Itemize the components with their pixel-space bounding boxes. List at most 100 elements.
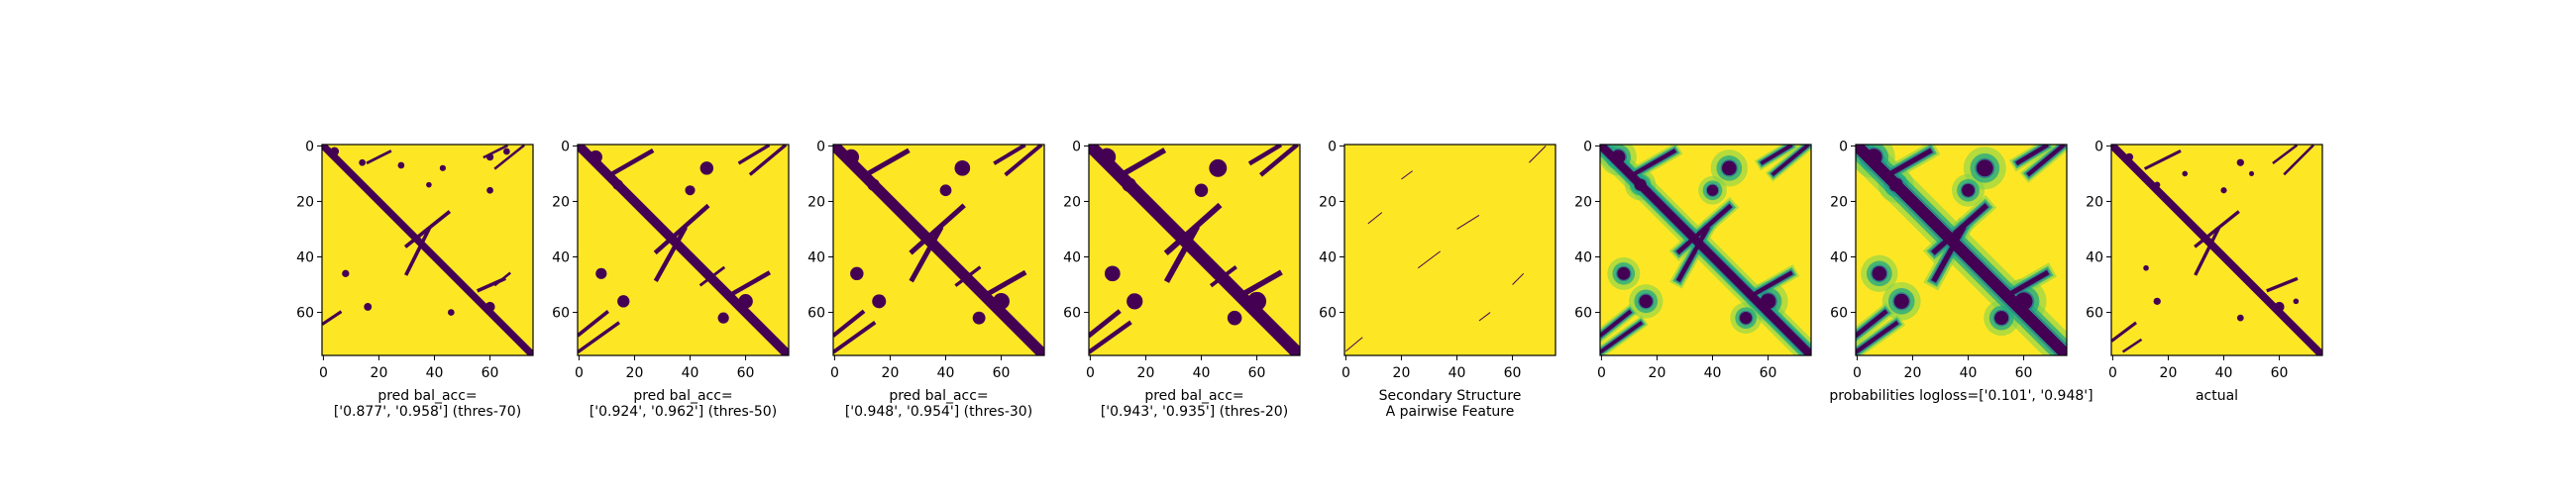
heatmap-blob bbox=[2220, 187, 2227, 194]
x-tick-label: 20 bbox=[626, 365, 644, 381]
heatmap-blob bbox=[364, 303, 373, 311]
heatmap-diagonal bbox=[578, 145, 789, 355]
heatmap-blob bbox=[850, 266, 864, 281]
heatmap-arc bbox=[653, 226, 688, 282]
heatmap-blob bbox=[1706, 184, 1719, 196]
heatmap-blob bbox=[1104, 265, 1121, 282]
heatmap-blob bbox=[503, 148, 510, 155]
y-tick-label: 40 bbox=[1574, 250, 1592, 266]
heatmap-blob bbox=[342, 269, 350, 277]
heatmap-line bbox=[1456, 215, 1480, 230]
heatmap-line bbox=[748, 145, 788, 176]
heatmap-arc bbox=[1163, 225, 1200, 283]
heatmap-blob bbox=[1127, 293, 1143, 310]
heatmap-blob bbox=[1209, 158, 1228, 177]
heatmap-cells bbox=[1089, 145, 1300, 355]
x-tick-label: 0 bbox=[1086, 365, 1095, 381]
heatmap-background bbox=[1344, 145, 1556, 355]
heatmap-blob bbox=[972, 311, 986, 325]
x-tick-label: 0 bbox=[1853, 365, 1862, 381]
heatmap-arc bbox=[2003, 269, 2050, 300]
panel-caption-line-1: probabilities logloss=['0.101', '0.948'] bbox=[1829, 388, 2093, 404]
x-tick-label: 60 bbox=[1504, 365, 1522, 381]
axes-frame bbox=[2110, 144, 2323, 356]
heatmap-blob bbox=[1634, 178, 1647, 191]
x-tick-label: 60 bbox=[1248, 365, 1266, 381]
heatmap-arc bbox=[1120, 148, 1167, 178]
heatmap-line bbox=[1529, 146, 1547, 163]
heatmap-line bbox=[1089, 320, 1132, 354]
x-tick-label: 0 bbox=[2108, 365, 2117, 381]
probability-stripe bbox=[1608, 145, 1811, 347]
heatmap-blob bbox=[330, 147, 340, 156]
heatmap-arc bbox=[2266, 276, 2299, 293]
heatmap-blob bbox=[612, 179, 623, 190]
panel-caption-line-2: ['0.924', '0.962'] (thres-50) bbox=[590, 404, 777, 420]
axes-frame bbox=[832, 144, 1045, 356]
heatmap-blob bbox=[1976, 159, 1993, 177]
heatmap-line bbox=[1600, 309, 1633, 338]
panel-caption-line-2: A pairwise Feature bbox=[1386, 404, 1515, 420]
panel-caption-line-1: pred bal_acc= bbox=[377, 388, 477, 404]
heatmap-blob bbox=[1893, 293, 1909, 309]
y-tick-label: 0 bbox=[561, 139, 570, 154]
heatmap-blob bbox=[2182, 170, 2189, 177]
heatmap-line bbox=[2015, 145, 2049, 166]
heatmap-arc bbox=[404, 227, 432, 276]
heatmap-blob bbox=[1122, 177, 1136, 192]
heatmap-arc bbox=[1632, 148, 1677, 177]
heatmap-blob bbox=[486, 186, 493, 194]
heatmap-line bbox=[737, 145, 771, 165]
y-tick-label: 20 bbox=[296, 194, 314, 210]
x-tick-label: 60 bbox=[993, 365, 1011, 381]
heatmap-arc bbox=[981, 269, 1027, 300]
heatmap-line bbox=[493, 271, 511, 287]
x-tick-label: 0 bbox=[575, 365, 584, 381]
probability-stripe bbox=[1600, 152, 1803, 355]
heatmap-blob bbox=[1722, 160, 1737, 176]
heatmap-arc bbox=[2194, 227, 2221, 276]
heatmap-line bbox=[1209, 264, 1237, 288]
heatmap-line bbox=[698, 265, 726, 287]
heatmap-blob bbox=[447, 309, 455, 316]
heatmap-blob bbox=[1962, 183, 1975, 197]
x-tick-label: 60 bbox=[2271, 365, 2289, 381]
heatmap-arc bbox=[1235, 269, 1283, 300]
heatmap-blob bbox=[1994, 311, 2009, 326]
heatmap-line bbox=[322, 310, 343, 326]
heatmap-blob bbox=[2236, 158, 2244, 166]
x-tick-label: 40 bbox=[1704, 365, 1722, 381]
x-tick-label: 40 bbox=[1193, 365, 1211, 381]
heatmap-panel-1: 0 20 40 60 0 20 40 60 pred bal_acc=['0.877', '0.… bbox=[296, 139, 534, 420]
heatmap-line bbox=[1478, 312, 1491, 322]
heatmap-line bbox=[1417, 250, 1441, 269]
y-tick-label: 40 bbox=[2086, 250, 2103, 266]
heatmap-blob bbox=[699, 161, 714, 175]
heatmap-blob bbox=[843, 148, 860, 165]
x-tick-label: 20 bbox=[882, 365, 900, 381]
heatmap-cells bbox=[2111, 145, 2322, 355]
heatmap-blob bbox=[2249, 170, 2255, 176]
heatmap-line bbox=[1004, 145, 1043, 177]
heatmap-line bbox=[1247, 145, 1283, 166]
heatmap-line bbox=[578, 309, 609, 338]
x-tick-label: 40 bbox=[1449, 365, 1466, 381]
heatmap-line bbox=[1771, 145, 1810, 176]
heatmap-blob bbox=[2125, 152, 2134, 161]
heatmap-line bbox=[1367, 212, 1383, 225]
x-tick-label: 40 bbox=[1960, 365, 1978, 381]
heatmap-blob bbox=[872, 294, 887, 309]
heatmap-line bbox=[578, 321, 620, 354]
heatmap-cells bbox=[1345, 146, 1547, 352]
heatmap-blob bbox=[2143, 264, 2149, 271]
heatmap-blob bbox=[485, 152, 494, 161]
heatmap-line bbox=[2026, 145, 2066, 177]
heatmap-blob bbox=[738, 294, 753, 309]
heatmap-diagonal bbox=[2111, 145, 2322, 355]
heatmap-blob bbox=[484, 301, 495, 312]
y-tick-label: 60 bbox=[807, 306, 825, 322]
panel-caption-line-1: actual bbox=[2196, 388, 2238, 404]
panel-caption-line-2: ['0.877', '0.958'] (thres-70) bbox=[334, 404, 521, 420]
y-tick-label: 20 bbox=[1319, 194, 1337, 210]
